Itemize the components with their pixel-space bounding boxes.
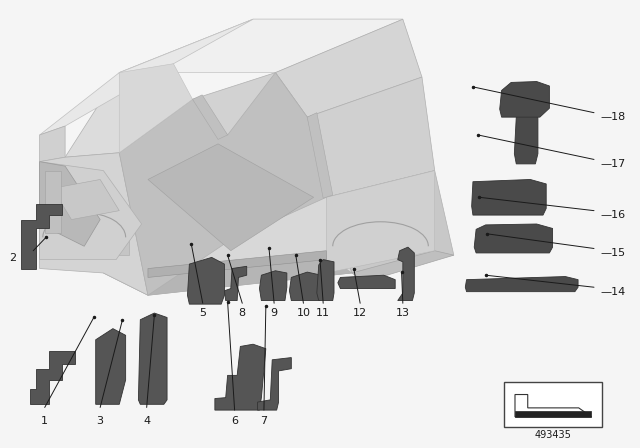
Polygon shape [515, 112, 538, 164]
Polygon shape [307, 113, 333, 198]
Text: 13: 13 [396, 308, 410, 318]
Polygon shape [52, 180, 119, 220]
Polygon shape [119, 19, 403, 73]
Polygon shape [119, 64, 193, 153]
Polygon shape [474, 224, 552, 253]
Polygon shape [515, 411, 591, 417]
Text: 1: 1 [41, 416, 48, 426]
Text: 11: 11 [316, 308, 330, 318]
Polygon shape [148, 144, 314, 251]
Polygon shape [289, 272, 321, 301]
Polygon shape [275, 19, 422, 117]
Polygon shape [40, 126, 65, 162]
Text: 7: 7 [260, 416, 268, 426]
Polygon shape [352, 251, 454, 282]
Polygon shape [45, 171, 61, 206]
Text: 10: 10 [296, 308, 310, 318]
Polygon shape [138, 313, 167, 404]
Polygon shape [215, 344, 266, 410]
Polygon shape [193, 73, 307, 135]
Polygon shape [472, 180, 546, 215]
Polygon shape [317, 260, 334, 301]
Polygon shape [465, 276, 578, 292]
Polygon shape [40, 162, 141, 260]
Polygon shape [193, 95, 228, 139]
Text: —17: —17 [600, 159, 626, 169]
Polygon shape [326, 171, 454, 273]
Polygon shape [119, 99, 352, 295]
Polygon shape [40, 153, 148, 295]
Polygon shape [188, 258, 225, 304]
Text: 2: 2 [10, 253, 17, 263]
Polygon shape [40, 162, 100, 246]
Polygon shape [307, 77, 435, 197]
Polygon shape [30, 351, 75, 404]
FancyBboxPatch shape [504, 382, 602, 426]
Polygon shape [103, 255, 352, 295]
Text: 4: 4 [143, 416, 150, 426]
Text: 3: 3 [97, 416, 104, 426]
Text: —14: —14 [600, 287, 626, 297]
Text: —15: —15 [600, 248, 625, 258]
Text: 12: 12 [353, 308, 367, 318]
Polygon shape [45, 206, 61, 233]
Polygon shape [338, 275, 395, 289]
Text: 5: 5 [199, 308, 206, 318]
Polygon shape [259, 271, 287, 301]
Polygon shape [40, 19, 253, 135]
Polygon shape [119, 73, 326, 295]
Polygon shape [119, 19, 403, 73]
Polygon shape [397, 247, 414, 301]
Polygon shape [225, 266, 246, 301]
Text: 9: 9 [271, 308, 278, 318]
Text: —16: —16 [600, 210, 625, 220]
Text: 6: 6 [231, 416, 238, 426]
Polygon shape [96, 329, 125, 404]
Polygon shape [326, 171, 435, 273]
Text: —18: —18 [600, 112, 626, 122]
Text: 8: 8 [239, 308, 246, 318]
Polygon shape [20, 204, 62, 268]
Polygon shape [40, 220, 129, 255]
Polygon shape [500, 82, 549, 117]
Polygon shape [148, 251, 326, 277]
Polygon shape [65, 73, 193, 157]
Polygon shape [257, 358, 291, 410]
Text: 493435: 493435 [534, 430, 572, 440]
